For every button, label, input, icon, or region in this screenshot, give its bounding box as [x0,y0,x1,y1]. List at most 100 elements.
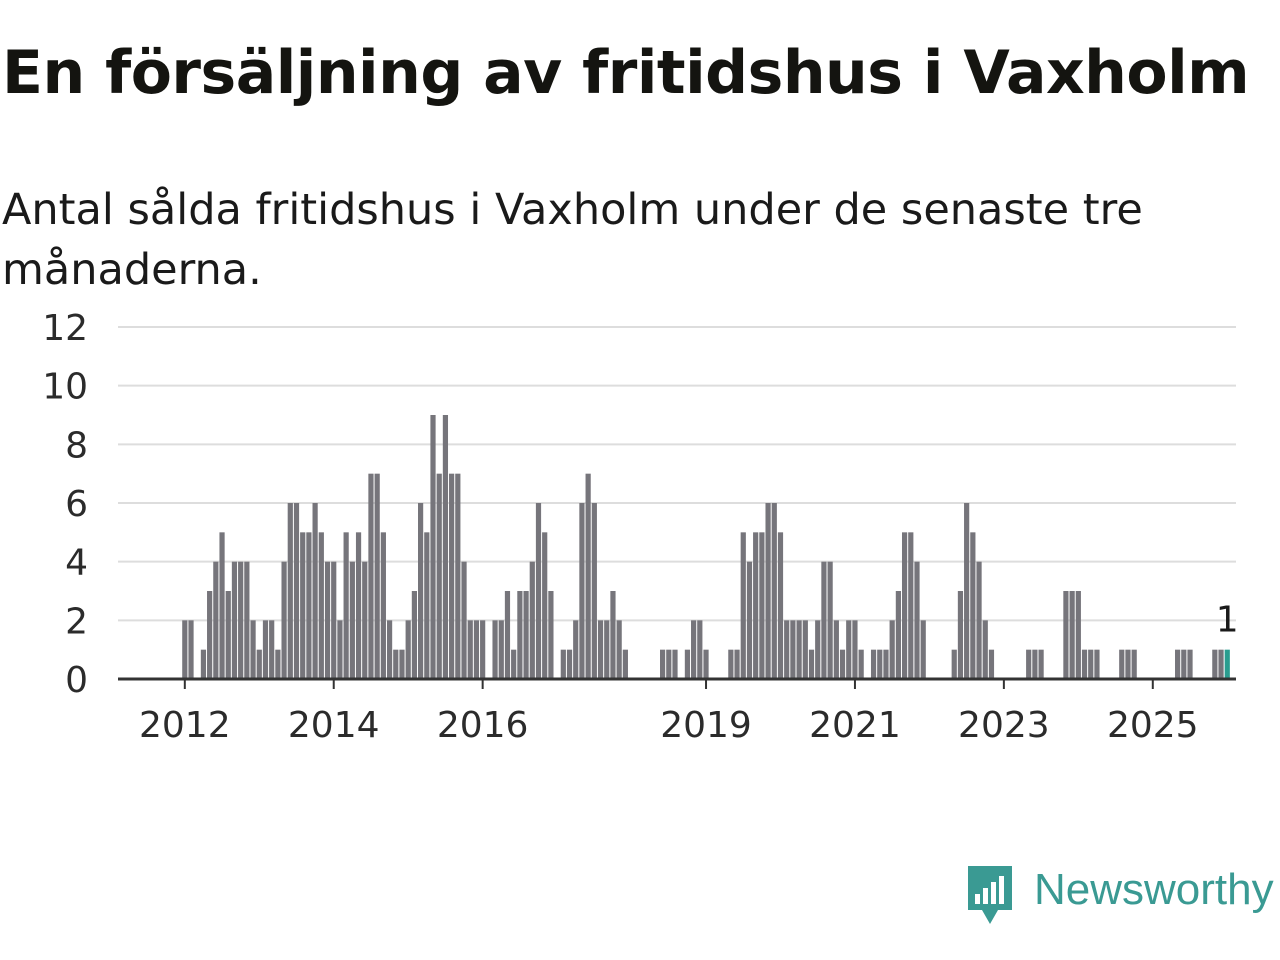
bar [808,649,815,679]
bar [666,649,672,679]
bar [498,620,504,679]
bar [957,591,964,679]
bar [393,649,399,679]
bar [207,591,213,679]
bar [1181,649,1187,679]
bar [548,591,554,679]
bar [1094,649,1100,679]
bar [262,620,269,679]
bar [790,620,796,679]
bar [312,503,318,679]
bar [411,591,417,679]
bar [1075,591,1081,679]
bar [976,561,982,679]
bar [703,649,709,679]
bar [579,503,585,679]
bar [560,649,566,679]
bar [852,620,858,679]
bar [827,561,833,679]
bar [380,532,386,679]
bar [1119,649,1125,679]
bar [585,473,591,679]
bar [287,503,293,679]
y-tick-label: 2 [65,601,88,642]
logo-text: Newsworthy [1034,865,1274,914]
bar [1081,649,1088,679]
bar [535,503,542,679]
bar [449,473,455,679]
x-tick-label: 2014 [288,705,380,746]
bar [753,532,759,679]
y-tick-label: 0 [65,660,88,701]
bar [238,561,244,679]
bar [269,620,275,679]
bar [1212,649,1218,679]
bar [504,591,511,679]
bar [511,649,517,679]
bar [343,532,349,679]
bar [672,649,678,679]
bar [1125,649,1131,679]
bar [616,620,622,679]
bar [566,649,573,679]
bar [529,561,535,679]
bar-latest [1224,649,1230,679]
bar [821,561,827,679]
x-tick-label: 2023 [958,705,1050,746]
bar [362,561,368,679]
bar [604,620,610,679]
bar [610,591,616,679]
bar [734,649,740,679]
bar [1187,649,1193,679]
bar [386,620,393,679]
chart-title: En försäljning av fritidshus i Vaxholm [2,38,1250,108]
bar [542,532,548,679]
bar [877,649,883,679]
bar [691,620,697,679]
bar [815,620,821,679]
bar [597,620,604,679]
x-tick-label: 2016 [437,705,529,746]
x-axis-labels: 2012 2014 2016 2019 2021 2023 2025 [139,705,1199,746]
bar [337,620,343,679]
bar [281,561,287,679]
bar [846,620,852,679]
bar [839,649,846,679]
bar [523,591,529,679]
bar [777,532,784,679]
bar [970,532,976,679]
bar [740,532,746,679]
bar [796,620,802,679]
chart-subtitle: Antal sålda fritidshus i Vaxholm under d… [2,185,1143,295]
bar [231,561,238,679]
bar [418,503,424,679]
x-tick-label: 2012 [139,705,231,746]
bar [908,532,914,679]
bar [746,561,753,679]
bar [250,620,256,679]
annotations: 1 [1216,600,1239,641]
y-tick-label: 4 [65,543,88,584]
bar [1088,649,1094,679]
bar [188,620,194,679]
bar [405,620,411,679]
bar [771,503,777,679]
bar [802,620,808,679]
bar [374,473,380,679]
bar [759,532,765,679]
bar [1038,649,1044,679]
bar [225,591,231,679]
bar [858,649,864,679]
bar [293,503,300,679]
bar [324,561,331,679]
bar [473,620,480,679]
bar [492,620,498,679]
bar [660,649,666,679]
bar [1069,591,1075,679]
y-tick-label: 8 [65,425,88,466]
bar [765,503,771,679]
bar [870,649,877,679]
bar [833,620,839,679]
bar [951,649,957,679]
bar [573,620,579,679]
